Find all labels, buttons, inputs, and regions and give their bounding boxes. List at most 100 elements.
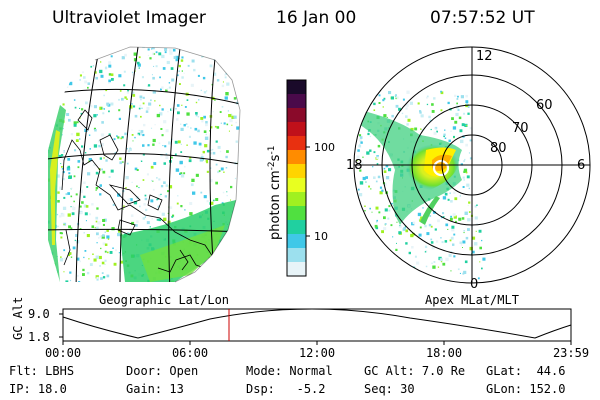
emission-pixel — [84, 152, 87, 154]
emission-pixel — [234, 248, 238, 252]
emission-pixel — [368, 185, 370, 188]
emission-pixel — [83, 195, 86, 198]
emission-pixel — [472, 250, 475, 254]
emission-pixel — [469, 246, 473, 251]
emission-pixel — [437, 219, 440, 223]
emission-pixel — [451, 225, 455, 229]
emission-pixel — [71, 66, 75, 69]
emission-pixel — [99, 184, 102, 187]
emission-pixel — [88, 258, 90, 260]
emission-pixel — [100, 277, 103, 280]
emission-pixel — [99, 193, 102, 196]
emission-pixel — [455, 112, 459, 117]
emission-pixel — [133, 201, 138, 205]
emission-pixel — [156, 218, 159, 221]
emission-pixel — [233, 97, 237, 100]
colorbar-border — [286, 79, 307, 277]
emission-pixel — [183, 172, 186, 175]
emission-pixel — [444, 137, 447, 139]
emission-pixel — [49, 110, 52, 113]
emission-pixel — [139, 95, 143, 99]
emission-pixel — [185, 123, 187, 125]
emission-pixel — [159, 112, 163, 116]
emission-pixel — [157, 197, 159, 200]
emission-pixel — [177, 111, 180, 115]
emission-pixel — [364, 210, 366, 212]
emission-pixel — [100, 133, 105, 137]
emission-pixel — [238, 155, 240, 158]
emission-pixel — [153, 53, 156, 55]
emission-pixel — [236, 74, 240, 78]
emission-pixel — [366, 151, 370, 155]
emission-pixel — [134, 284, 137, 287]
emission-pixel — [225, 73, 227, 75]
emission-pixel — [68, 225, 71, 229]
emission-pixel — [150, 283, 153, 286]
emission-pixel — [147, 144, 150, 147]
emission-pixel — [232, 232, 234, 234]
emission-pixel — [163, 162, 166, 165]
emission-pixel — [78, 281, 81, 282]
emission-pixel — [79, 117, 81, 119]
emission-pixel — [91, 225, 95, 228]
emission-pixel — [73, 175, 76, 178]
emission-pixel — [236, 126, 240, 130]
colorbar-tick-100: 100 — [314, 141, 335, 154]
emission-pixel — [147, 48, 150, 51]
emission-pixel — [425, 265, 428, 268]
emission-pixel — [95, 76, 98, 80]
emission-pixel — [171, 156, 173, 159]
emission-pixel — [472, 236, 476, 240]
emission-pixel — [437, 266, 440, 268]
emission-pixel — [102, 219, 106, 222]
emission-pixel — [133, 105, 136, 108]
emission-pixel — [201, 55, 204, 58]
emission-pixel — [83, 76, 86, 79]
emission-pixel — [104, 243, 108, 246]
emission-pixel — [128, 150, 131, 153]
emission-pixel — [133, 58, 138, 62]
emission-pixel — [119, 161, 123, 165]
emission-pixel — [177, 140, 181, 144]
emission-pixel — [481, 267, 483, 270]
emission-pixel — [84, 212, 88, 216]
emission-pixel — [136, 185, 138, 188]
emission-pixel — [229, 118, 233, 123]
emission-pixel — [104, 259, 107, 262]
emission-pixel — [217, 170, 220, 174]
polar-mlat-mlt-plot — [353, 46, 591, 284]
emission-pixel — [195, 101, 198, 104]
emission-pixel — [143, 123, 146, 127]
emission-pixel — [226, 82, 230, 86]
emission-pixel — [95, 255, 99, 259]
emission-pixel — [465, 94, 468, 98]
emission-pixel — [77, 166, 80, 169]
emission-pixel — [239, 275, 240, 278]
emission-pixel — [423, 126, 426, 129]
emission-pixel — [87, 86, 89, 89]
emission-pixel — [99, 265, 101, 267]
emission-pixel — [82, 273, 85, 276]
emission-pixel — [155, 65, 158, 68]
emission-pixel — [180, 127, 184, 131]
emission-pixel — [358, 144, 362, 148]
emission-pixel — [391, 202, 393, 205]
emission-pixel — [467, 112, 470, 115]
emission-pixel — [56, 47, 59, 48]
x-tick-2359: 23:59 — [553, 346, 589, 360]
emission-pixel — [142, 47, 145, 49]
emission-pixel — [198, 48, 202, 52]
emission-pixel — [232, 234, 236, 238]
emission-pixel — [84, 80, 88, 84]
emission-pixel — [115, 249, 117, 252]
emission-pixel — [69, 271, 72, 274]
emission-pixel — [388, 91, 392, 95]
emission-pixel — [383, 216, 386, 220]
emission-pixel — [431, 262, 433, 264]
emission-pixel — [452, 213, 456, 217]
emission-pixel — [156, 177, 158, 179]
emission-pixel — [405, 103, 409, 107]
emission-pixel — [386, 116, 388, 118]
emission-pixel — [72, 206, 76, 211]
emission-pixel — [371, 211, 373, 213]
